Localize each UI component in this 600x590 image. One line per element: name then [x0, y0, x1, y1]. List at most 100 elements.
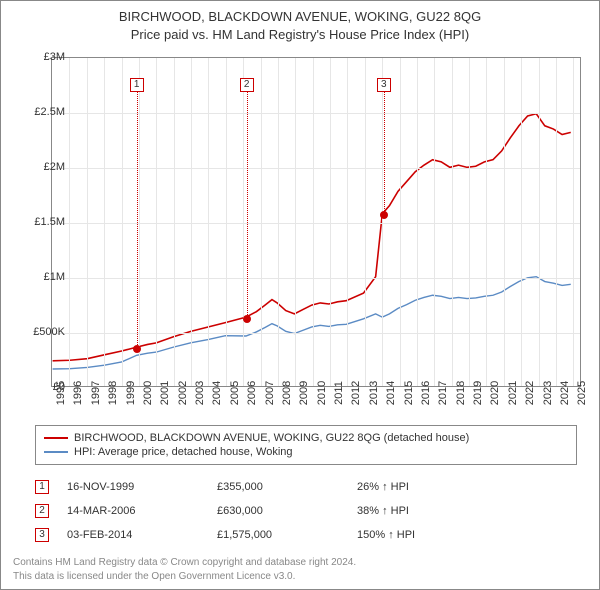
gridline-vertical — [469, 58, 470, 386]
title-block: BIRCHWOOD, BLACKDOWN AVENUE, WOKING, GU2… — [1, 1, 599, 46]
gridline-vertical — [347, 58, 348, 386]
gridline-vertical — [208, 58, 209, 386]
footer-line-1: Contains HM Land Registry data © Crown c… — [13, 556, 356, 570]
gridline-vertical — [139, 58, 140, 386]
table-row: 2 14-MAR-2006 £630,000 38% ↑ HPI — [35, 499, 577, 523]
gridline-horizontal — [52, 113, 580, 114]
gridline-vertical — [87, 58, 88, 386]
x-axis-label: 2002 — [177, 381, 189, 405]
gridline-vertical — [504, 58, 505, 386]
chart-plot-area: 123 — [51, 57, 581, 387]
x-axis-label: 2013 — [368, 381, 380, 405]
gridline-vertical — [417, 58, 418, 386]
y-axis-label: £1M — [25, 271, 65, 283]
legend-row: BIRCHWOOD, BLACKDOWN AVENUE, WOKING, GU2… — [44, 431, 568, 445]
x-axis-label: 2017 — [437, 381, 449, 405]
chart-lines-svg — [52, 58, 580, 386]
x-axis-label: 2020 — [489, 381, 501, 405]
footer-line-2: This data is licensed under the Open Gov… — [13, 570, 356, 584]
gridline-vertical — [122, 58, 123, 386]
sale-marker-1: 1 — [35, 480, 49, 494]
x-axis-label: 2012 — [350, 381, 362, 405]
y-axis-label: £2M — [25, 161, 65, 173]
sale-date: 16-NOV-1999 — [67, 481, 217, 493]
gridline-vertical — [295, 58, 296, 386]
gridline-vertical — [104, 58, 105, 386]
gridline-vertical — [156, 58, 157, 386]
gridline-vertical — [174, 58, 175, 386]
sale-marker-2: 2 — [35, 504, 49, 518]
gridline-vertical — [226, 58, 227, 386]
sale-hpi-delta: 38% ↑ HPI — [357, 505, 487, 517]
gridline-vertical — [69, 58, 70, 386]
sale-marker-3: 3 — [35, 528, 49, 542]
table-row: 3 03-FEB-2014 £1,575,000 150% ↑ HPI — [35, 523, 577, 547]
sale-hpi-delta: 26% ↑ HPI — [357, 481, 487, 493]
gridline-vertical — [313, 58, 314, 386]
legend-swatch-hpi — [44, 451, 68, 453]
y-axis-label: £500K — [25, 326, 65, 338]
x-axis-label: 2009 — [298, 381, 310, 405]
gridline-vertical — [365, 58, 366, 386]
x-axis-label: 2025 — [576, 381, 588, 405]
x-axis-label: 2015 — [403, 381, 415, 405]
x-axis-label: 2004 — [211, 381, 223, 405]
x-axis-label: 2008 — [281, 381, 293, 405]
marker-dot-1 — [133, 345, 141, 353]
x-axis-label: 2023 — [542, 381, 554, 405]
x-axis-label: 2006 — [246, 381, 258, 405]
x-axis-label: 2007 — [264, 381, 276, 405]
gridline-horizontal — [52, 168, 580, 169]
gridline-vertical — [400, 58, 401, 386]
gridline-vertical — [573, 58, 574, 386]
x-axis-label: 2011 — [333, 381, 345, 405]
gridline-vertical — [261, 58, 262, 386]
x-axis-label: 2021 — [507, 381, 519, 405]
x-axis-label: 1999 — [125, 381, 137, 405]
x-axis-label: 1996 — [72, 381, 84, 405]
x-axis-label: 2003 — [194, 381, 206, 405]
gridline-vertical — [278, 58, 279, 386]
gridline-horizontal — [52, 333, 580, 334]
x-axis-label: 2019 — [472, 381, 484, 405]
marker-dot-3 — [380, 211, 388, 219]
marker-box-3: 3 — [377, 78, 391, 92]
gridline-vertical — [243, 58, 244, 386]
marker-dot-2 — [243, 315, 251, 323]
sale-price: £355,000 — [217, 481, 357, 493]
gridline-horizontal — [52, 223, 580, 224]
chart-container: BIRCHWOOD, BLACKDOWN AVENUE, WOKING, GU2… — [0, 0, 600, 590]
y-axis-label: £1.5M — [25, 216, 65, 228]
x-axis-label: 2016 — [420, 381, 432, 405]
legend-label-property: BIRCHWOOD, BLACKDOWN AVENUE, WOKING, GU2… — [74, 432, 469, 444]
gridline-vertical — [452, 58, 453, 386]
x-axis-label: 2024 — [559, 381, 571, 405]
legend-row: HPI: Average price, detached house, Woki… — [44, 445, 568, 459]
chart-title-address: BIRCHWOOD, BLACKDOWN AVENUE, WOKING, GU2… — [11, 9, 589, 24]
x-axis-label: 2022 — [524, 381, 536, 405]
x-axis-label: 1998 — [107, 381, 119, 405]
x-axis-label: 2001 — [159, 381, 171, 405]
x-axis-label: 2018 — [455, 381, 467, 405]
legend-label-hpi: HPI: Average price, detached house, Woki… — [74, 446, 293, 458]
sale-price: £1,575,000 — [217, 529, 357, 541]
sale-price: £630,000 — [217, 505, 357, 517]
marker-leader-3 — [384, 92, 385, 215]
x-axis-label: 2014 — [385, 381, 397, 405]
sale-date: 03-FEB-2014 — [67, 529, 217, 541]
marker-leader-1 — [137, 92, 138, 349]
gridline-vertical — [521, 58, 522, 386]
x-axis-label: 2010 — [316, 381, 328, 405]
gridline-vertical — [556, 58, 557, 386]
chart-subtitle: Price paid vs. HM Land Registry's House … — [11, 27, 589, 42]
gridline-vertical — [486, 58, 487, 386]
x-axis-label: 1995 — [55, 381, 67, 405]
sale-hpi-delta: 150% ↑ HPI — [357, 529, 487, 541]
legend-swatch-property — [44, 437, 68, 439]
footer-attribution: Contains HM Land Registry data © Crown c… — [13, 556, 356, 583]
legend-box: BIRCHWOOD, BLACKDOWN AVENUE, WOKING, GU2… — [35, 425, 577, 465]
sales-table: 1 16-NOV-1999 £355,000 26% ↑ HPI 2 14-MA… — [35, 475, 577, 547]
gridline-vertical — [539, 58, 540, 386]
gridline-vertical — [191, 58, 192, 386]
y-axis-label: £2.5M — [25, 106, 65, 118]
